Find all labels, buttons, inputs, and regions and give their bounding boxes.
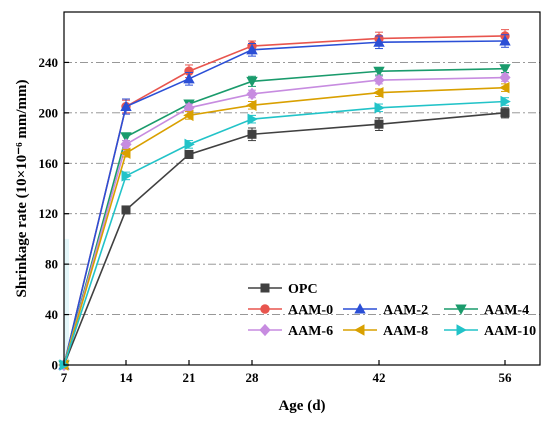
y-tick-label: 240 [39,55,59,70]
series-line-aam-4 [63,67,506,366]
legend-item-aam-0: AAM-0 [248,303,333,318]
data-point-opc [500,108,510,118]
x-tick-label: 7 [61,370,68,385]
y-tick-label: 40 [45,307,58,322]
data-point-aam-2 [373,36,385,47]
legend-label: OPC [288,282,318,297]
legend-item-aam-4: AAM-4 [444,303,529,318]
x-axis-title: Age (d) [278,398,325,414]
axes: 0 40 80 120 160 200 240 7 14 21 28 42 56 [39,55,513,385]
data-point-opc [184,149,194,159]
plot-frame [63,11,541,366]
data-point-aam-6 [373,73,385,87]
legend-item-aam-10: AAM-10 [444,324,536,339]
legend-marker [259,323,271,337]
y-tick-label: 0 [52,358,59,373]
data-point-aam-8 [246,99,257,112]
data-point-aam-8 [499,81,510,94]
origin-shade [64,238,69,365]
legend-marker [456,324,467,336]
y-tick-label: 200 [39,105,59,120]
legend-marker [354,303,366,314]
legend-label: AAM-4 [484,303,529,318]
series-aam-0 [59,29,510,370]
grid-lines [64,61,540,316]
legend-label: AAM-8 [383,324,428,339]
series-aam-6 [58,71,511,372]
data-point-aam-4 [373,66,385,78]
series-layer [58,29,511,372]
data-point-aam-10 [247,113,258,125]
data-point-aam-8 [373,86,384,99]
x-tick-label: 42 [373,370,386,385]
legend-label: AAM-0 [288,303,333,318]
data-point-aam-8 [120,147,131,159]
x-tick-label: 14 [120,370,134,385]
data-point-aam-10 [184,138,195,151]
legend-item-aam-8: AAM-8 [343,324,428,339]
legend: OPC AAM-0 AAM-2 AAM-4 AAM-6 AAM-8 AAM-10 [248,282,536,339]
legend-item-aam-6: AAM-6 [248,323,333,339]
legend-label: AAM-6 [288,324,333,339]
data-point-aam-6 [499,71,511,84]
y-axis-title: Shrinkage rate (10×10⁻⁶ mm/mm) [14,79,30,297]
data-point-aam-10 [374,102,385,114]
legend-marker [354,324,365,336]
data-point-aam-4 [120,132,132,143]
data-point-aam-2 [499,35,511,46]
data-point-aam-6 [246,87,258,101]
series-aam-10 [59,95,511,371]
data-point-opc [121,205,131,215]
legend-label: AAM-2 [383,303,428,318]
x-tick-label: 56 [499,370,513,385]
series-line-aam-10 [63,100,506,366]
series-line-opc [63,112,506,366]
data-point-aam-4 [499,64,511,75]
y-tick-label: 120 [39,206,59,221]
series-line-aam-8 [63,86,506,366]
data-point-opc [247,129,257,139]
series-line-aam-6 [63,76,506,366]
y-tick-label: 80 [45,257,58,272]
x-tick-label: 21 [183,370,196,385]
legend-item-aam-2: AAM-2 [343,303,428,318]
series-aam-8 [58,81,510,371]
series-opc [59,107,510,370]
series-aam-2 [58,34,511,370]
data-point-aam-8 [183,109,194,122]
legend-label: AAM-10 [484,324,536,339]
series-line-aam-2 [63,40,506,366]
data-point-aam-10 [121,170,132,182]
legend-marker [260,283,270,293]
data-point-aam-4 [246,76,258,88]
legend-item-opc: OPC [248,282,318,297]
legend-marker [260,304,270,314]
y-tick-label: 160 [39,156,59,171]
data-point-opc [374,119,384,129]
series-line-aam-0 [63,35,506,366]
data-point-aam-2 [183,72,195,84]
data-point-aam-2 [120,100,132,112]
legend-marker [455,304,467,315]
data-point-aam-10 [500,95,511,108]
origin-shade-band [64,238,69,365]
x-tick-label: 28 [246,370,260,385]
data-point-aam-2 [246,44,258,55]
